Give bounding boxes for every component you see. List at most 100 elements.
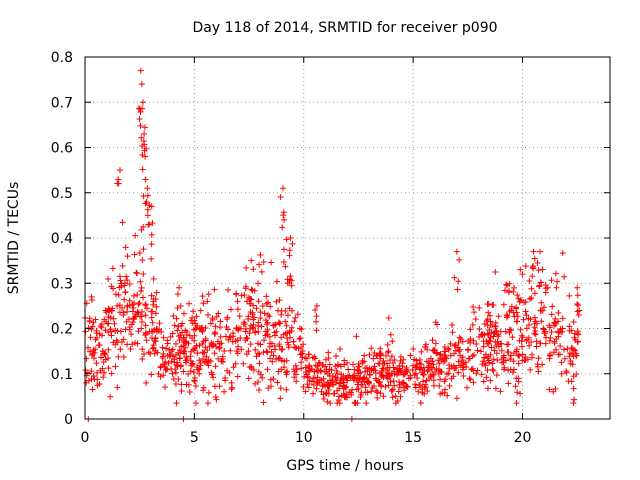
data-point [139,99,146,106]
data-point [430,361,437,368]
data-point [329,378,336,385]
data-point [87,334,94,341]
data-point [311,368,318,375]
data-point [377,382,384,389]
data-point [280,209,287,216]
data-point [302,388,309,395]
data-point [537,279,544,286]
data-point [399,363,406,370]
data-point [217,333,224,340]
x-tick-label: 5 [190,430,199,446]
data-point [256,387,263,394]
data-point [565,378,572,385]
data-point [279,224,286,231]
data-point [492,328,499,335]
data-point [505,380,512,387]
data-point [377,345,384,352]
data-point [286,279,293,286]
data-point [546,324,553,331]
data-point [388,370,395,377]
data-point [277,395,284,402]
data-point [128,331,135,338]
data-point [300,383,307,390]
data-point [519,334,526,341]
data-point [245,313,252,320]
data-point [265,299,272,306]
data-point [176,337,183,344]
data-point [135,105,142,112]
data-point [533,343,540,350]
data-point [150,301,157,308]
data-point [492,385,499,392]
data-point [190,326,197,333]
data-point [250,321,257,328]
data-point [240,360,247,367]
data-point [530,263,537,270]
data-point [389,386,396,393]
data-point [114,384,121,391]
data-point [216,324,223,331]
data-point [278,334,285,341]
y-tick-label: 0.6 [51,141,73,157]
y-tick-label: 0.8 [51,50,73,66]
data-point [316,360,323,367]
data-point [281,216,288,223]
data-point [278,307,285,314]
data-point [174,304,181,311]
data-point [570,346,577,353]
data-point [429,371,436,378]
data-point [332,363,339,370]
data-point [249,311,256,318]
data-point [114,302,121,309]
data-point [234,373,241,380]
data-point [144,185,151,192]
data-point [251,287,258,294]
data-point [560,346,567,353]
data-point [298,359,305,366]
data-point [345,366,352,373]
data-point [242,285,249,292]
data-point [224,367,231,374]
data-point [210,374,217,381]
data-point [531,314,538,321]
data-point [129,301,136,308]
data-point [204,298,211,305]
data-point [558,359,565,366]
data-point [126,316,133,323]
data-point [102,307,109,314]
data-point [244,335,251,342]
data-point [119,262,126,269]
data-point [390,377,397,384]
data-point [121,296,128,303]
data-point [319,383,326,390]
data-point [527,295,534,302]
data-point [197,360,204,367]
data-point [477,348,484,355]
data-point [144,305,151,312]
data-point [187,357,194,364]
data-point [160,350,167,357]
data-point [314,374,321,381]
data-point [138,284,145,291]
data-point [455,339,462,346]
data-point [484,330,491,337]
data-point [336,400,343,407]
data-point [287,235,294,241]
data-point [391,357,398,364]
data-point [411,356,418,363]
data-point [362,384,369,391]
data-point [458,357,465,364]
data-point [243,351,250,358]
data-point [535,368,542,375]
data-point [196,357,203,364]
data-point [535,267,542,274]
data-point [504,313,511,320]
data-point [353,386,360,393]
data-point [559,315,566,322]
data-point [395,388,402,395]
data-point [266,340,273,347]
data-point [454,286,461,293]
data-point [200,338,207,345]
data-point [280,246,287,253]
data-point [323,368,330,375]
